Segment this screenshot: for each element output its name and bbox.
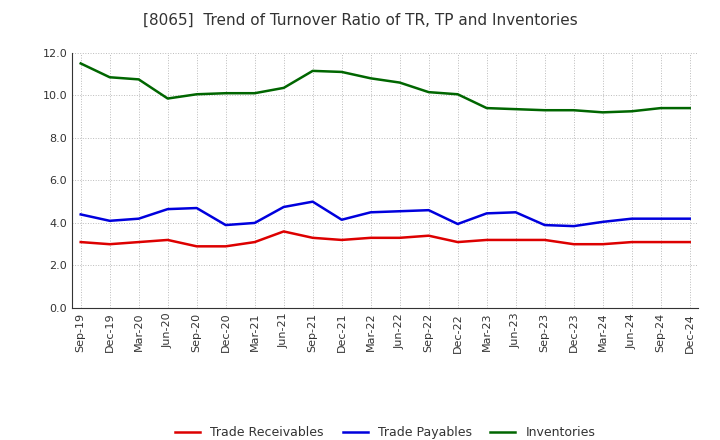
Trade Payables bbox=[627, 216, 636, 221]
Inventories bbox=[482, 106, 491, 111]
Trade Receivables bbox=[685, 239, 694, 245]
Trade Receivables bbox=[192, 244, 201, 249]
Trade Payables bbox=[511, 210, 520, 215]
Trade Receivables bbox=[598, 242, 607, 247]
Inventories bbox=[279, 85, 288, 91]
Trade Receivables bbox=[627, 239, 636, 245]
Text: [8065]  Trend of Turnover Ratio of TR, TP and Inventories: [8065] Trend of Turnover Ratio of TR, TP… bbox=[143, 13, 577, 28]
Inventories bbox=[192, 92, 201, 97]
Inventories bbox=[135, 77, 143, 82]
Trade Receivables bbox=[308, 235, 317, 240]
Trade Payables bbox=[685, 216, 694, 221]
Trade Payables bbox=[366, 210, 375, 215]
Trade Payables bbox=[570, 224, 578, 229]
Trade Payables bbox=[454, 221, 462, 227]
Trade Receivables bbox=[135, 239, 143, 245]
Trade Payables bbox=[424, 208, 433, 213]
Trade Receivables bbox=[105, 242, 114, 247]
Line: Inventories: Inventories bbox=[81, 63, 690, 112]
Trade Receivables bbox=[424, 233, 433, 238]
Trade Payables bbox=[395, 209, 404, 214]
Trade Payables bbox=[541, 223, 549, 228]
Inventories bbox=[251, 91, 259, 96]
Inventories bbox=[454, 92, 462, 97]
Inventories bbox=[366, 76, 375, 81]
Trade Receivables bbox=[511, 237, 520, 242]
Trade Receivables bbox=[366, 235, 375, 240]
Trade Receivables bbox=[657, 239, 665, 245]
Line: Trade Payables: Trade Payables bbox=[81, 202, 690, 226]
Trade Payables bbox=[279, 204, 288, 209]
Trade Payables bbox=[657, 216, 665, 221]
Trade Receivables bbox=[279, 229, 288, 234]
Inventories bbox=[511, 106, 520, 112]
Trade Payables bbox=[135, 216, 143, 221]
Trade Payables bbox=[76, 212, 85, 217]
Trade Receivables bbox=[221, 244, 230, 249]
Legend: Trade Receivables, Trade Payables, Inventories: Trade Receivables, Trade Payables, Inven… bbox=[170, 422, 600, 440]
Inventories bbox=[598, 110, 607, 115]
Inventories bbox=[308, 68, 317, 73]
Trade Payables bbox=[308, 199, 317, 204]
Inventories bbox=[627, 109, 636, 114]
Inventories bbox=[657, 106, 665, 111]
Trade Payables bbox=[192, 205, 201, 211]
Inventories bbox=[163, 96, 172, 101]
Inventories bbox=[424, 89, 433, 95]
Trade Receivables bbox=[570, 242, 578, 247]
Trade Receivables bbox=[395, 235, 404, 240]
Trade Payables bbox=[482, 211, 491, 216]
Trade Receivables bbox=[454, 239, 462, 245]
Inventories bbox=[221, 91, 230, 96]
Inventories bbox=[570, 107, 578, 113]
Inventories bbox=[685, 106, 694, 111]
Trade Receivables bbox=[251, 239, 259, 245]
Inventories bbox=[76, 61, 85, 66]
Trade Receivables bbox=[541, 237, 549, 242]
Trade Receivables bbox=[338, 237, 346, 242]
Trade Receivables bbox=[482, 237, 491, 242]
Trade Payables bbox=[598, 219, 607, 224]
Inventories bbox=[338, 69, 346, 74]
Trade Payables bbox=[338, 217, 346, 222]
Inventories bbox=[105, 75, 114, 80]
Trade Payables bbox=[251, 220, 259, 226]
Trade Payables bbox=[105, 218, 114, 224]
Trade Receivables bbox=[76, 239, 85, 245]
Trade Payables bbox=[221, 223, 230, 228]
Trade Receivables bbox=[163, 237, 172, 242]
Line: Trade Receivables: Trade Receivables bbox=[81, 231, 690, 246]
Inventories bbox=[541, 107, 549, 113]
Inventories bbox=[395, 80, 404, 85]
Trade Payables bbox=[163, 206, 172, 212]
